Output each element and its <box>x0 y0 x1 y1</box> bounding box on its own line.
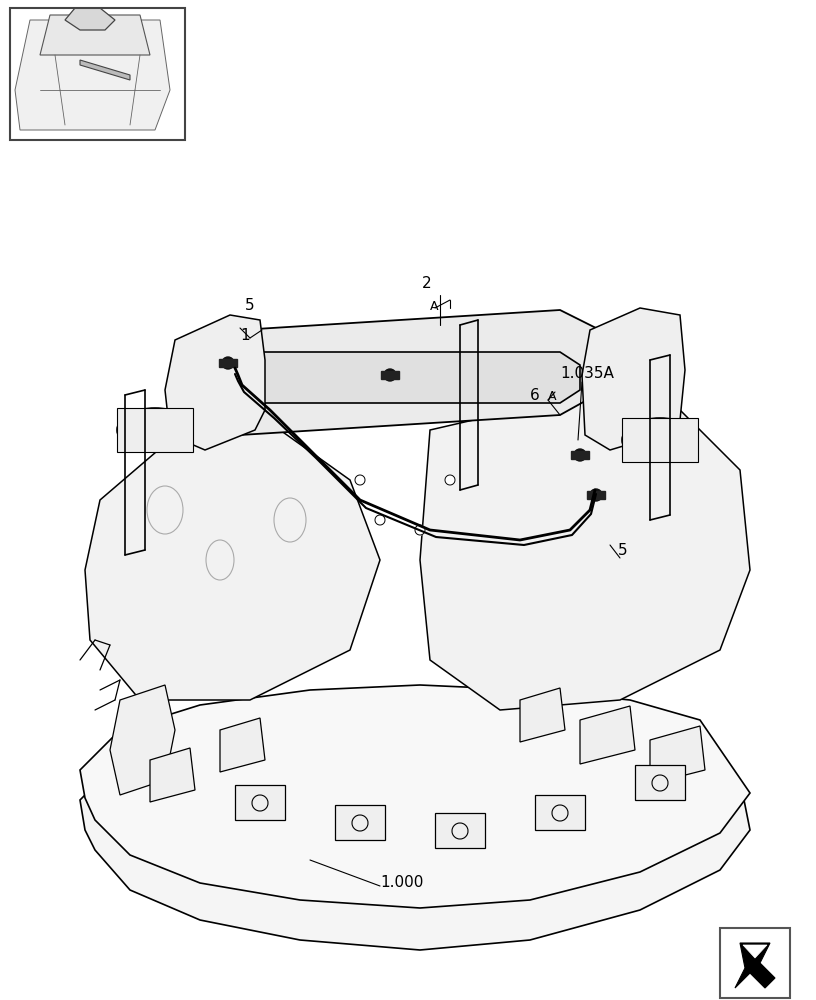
Bar <box>571 451 589 459</box>
Text: 5: 5 <box>618 543 628 558</box>
Polygon shape <box>335 805 385 840</box>
Circle shape <box>577 452 583 458</box>
Text: 1: 1 <box>240 328 250 343</box>
Circle shape <box>375 515 385 525</box>
Polygon shape <box>220 718 265 772</box>
Text: 1.000: 1.000 <box>380 875 424 890</box>
Circle shape <box>445 475 455 485</box>
Polygon shape <box>110 685 175 795</box>
Circle shape <box>355 475 365 485</box>
Polygon shape <box>580 706 635 764</box>
Polygon shape <box>200 310 605 435</box>
Bar <box>720 928 790 998</box>
Bar <box>219 359 237 367</box>
Circle shape <box>590 489 602 501</box>
Bar <box>587 491 605 499</box>
Circle shape <box>593 492 599 498</box>
Polygon shape <box>80 685 750 908</box>
Text: 1.035A: 1.035A <box>560 366 614 381</box>
Bar <box>10 8 185 140</box>
Polygon shape <box>117 408 193 452</box>
Polygon shape <box>622 418 698 462</box>
Circle shape <box>387 372 393 378</box>
Polygon shape <box>635 765 685 800</box>
Circle shape <box>384 369 396 381</box>
Polygon shape <box>165 315 265 450</box>
Polygon shape <box>80 60 130 80</box>
Polygon shape <box>535 795 585 830</box>
Polygon shape <box>743 945 767 958</box>
Bar <box>10 8 185 140</box>
Circle shape <box>574 449 586 461</box>
Polygon shape <box>420 400 750 710</box>
Circle shape <box>415 525 425 535</box>
Polygon shape <box>40 15 150 55</box>
Polygon shape <box>220 352 580 403</box>
Polygon shape <box>235 785 285 820</box>
Polygon shape <box>435 813 485 848</box>
Text: 5: 5 <box>245 298 255 313</box>
Text: 2: 2 <box>422 276 432 291</box>
Text: A: A <box>548 390 557 403</box>
Polygon shape <box>80 715 750 950</box>
Circle shape <box>225 360 231 366</box>
Circle shape <box>222 357 234 369</box>
Polygon shape <box>85 430 380 700</box>
Text: 6: 6 <box>530 388 539 403</box>
Polygon shape <box>735 943 775 988</box>
Polygon shape <box>582 308 685 450</box>
Polygon shape <box>15 20 170 130</box>
Text: A: A <box>430 300 438 313</box>
Polygon shape <box>520 688 565 742</box>
Polygon shape <box>150 748 195 802</box>
Polygon shape <box>65 8 115 30</box>
Bar <box>381 371 399 379</box>
Polygon shape <box>650 726 705 784</box>
